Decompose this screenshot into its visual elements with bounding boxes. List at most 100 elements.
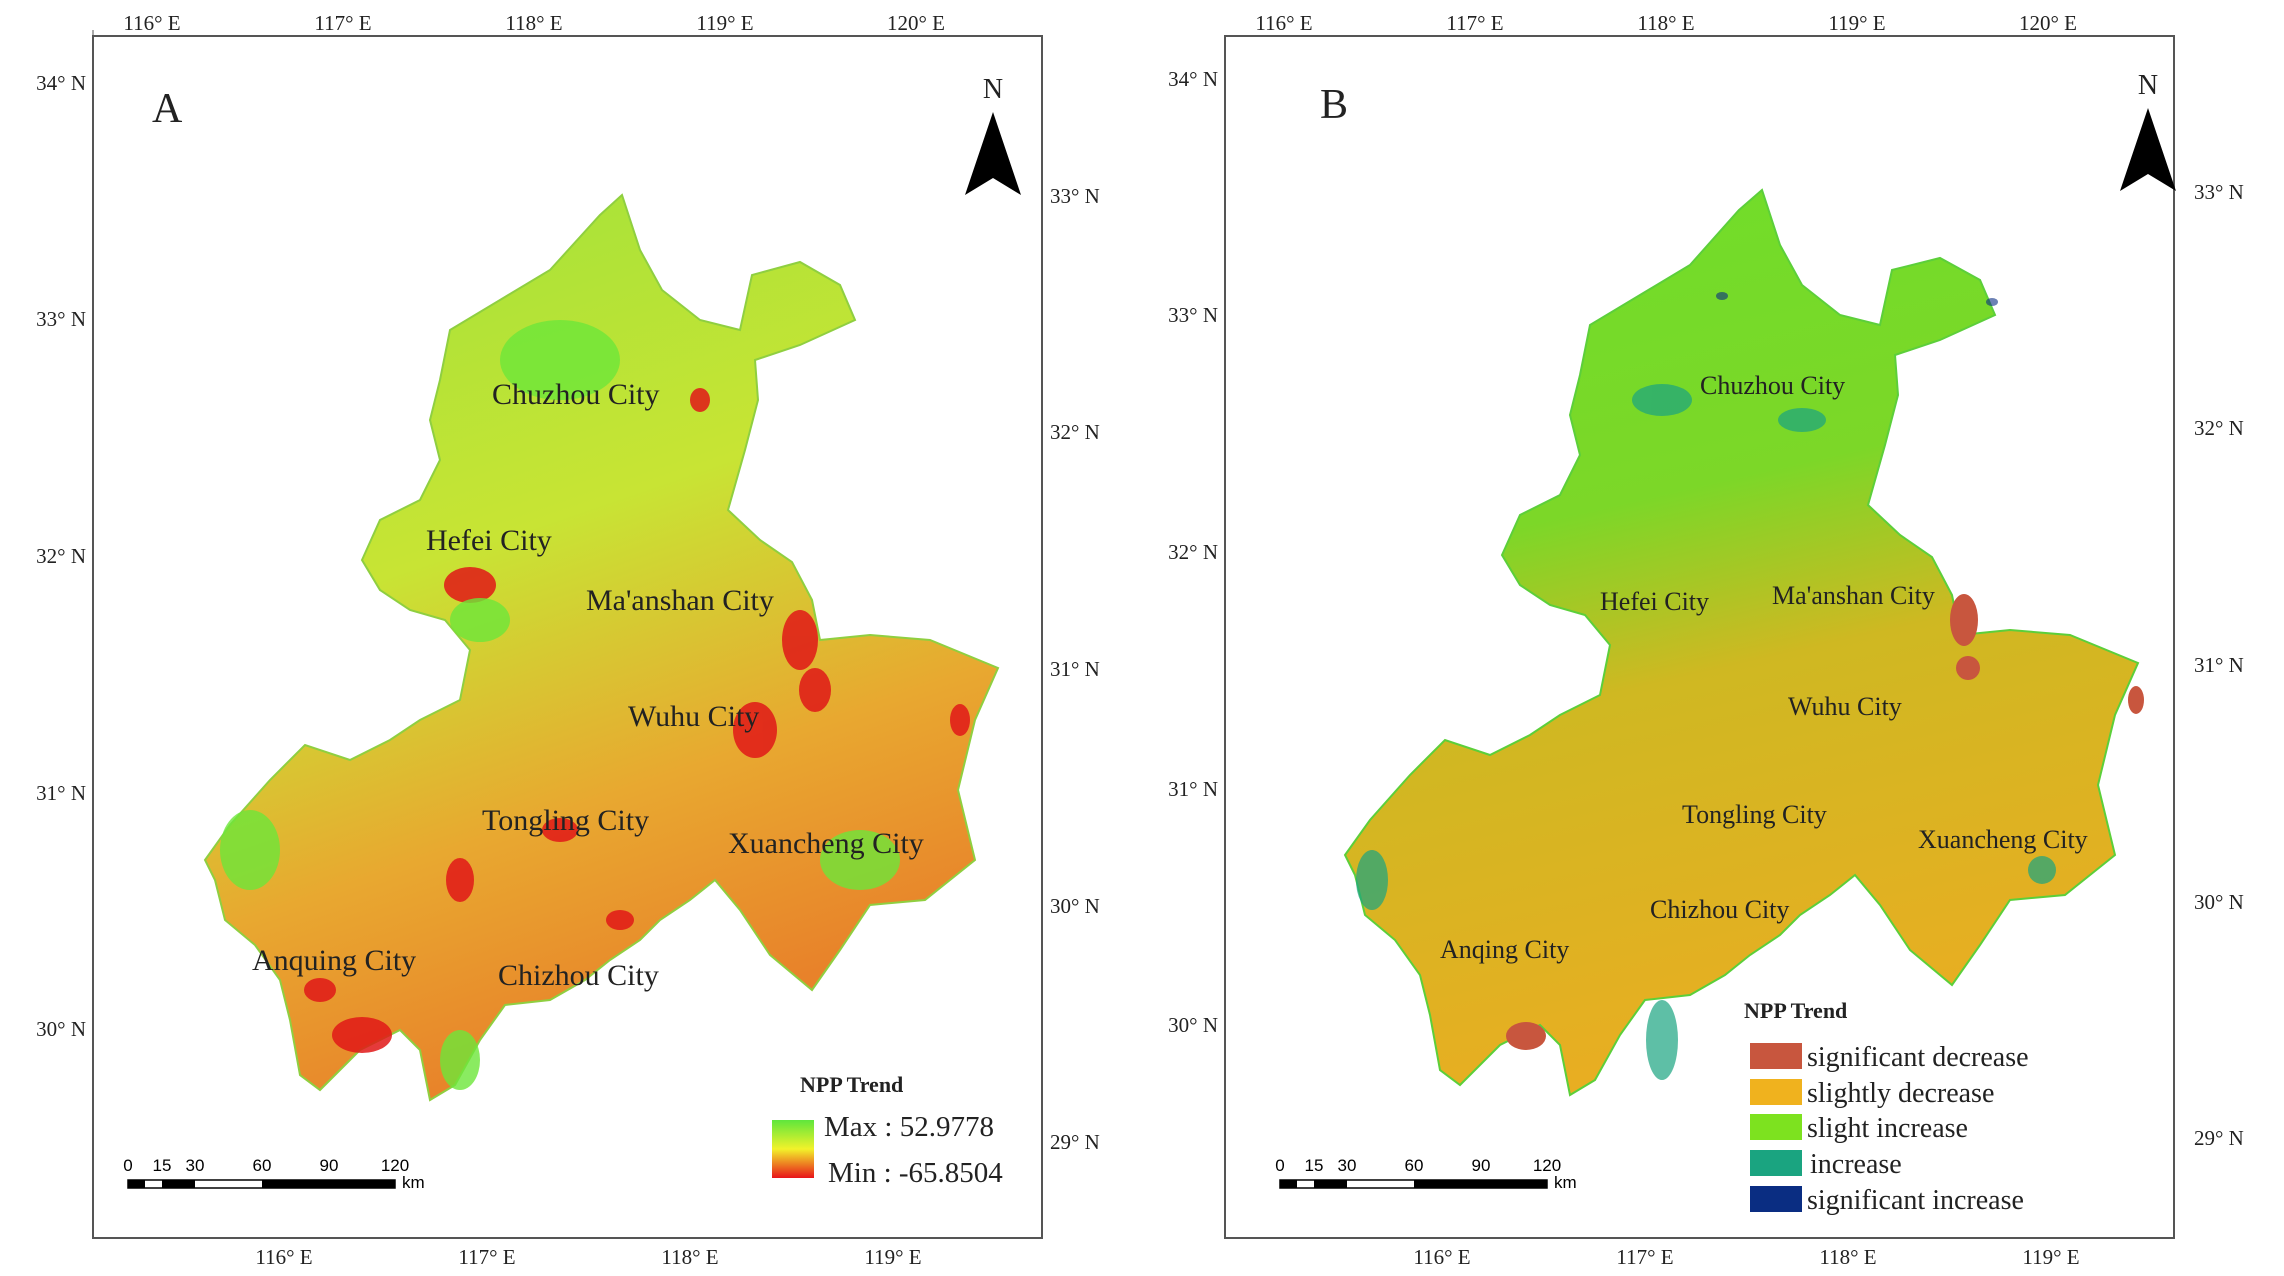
- increase-patches: [1356, 384, 2056, 1080]
- scale-bar: 0 15 30 60 90 120 km: [1275, 1156, 1576, 1192]
- city-label: Xuancheng City: [1918, 825, 2088, 854]
- top-tick: 118° E: [505, 11, 562, 35]
- top-tick: 119° E: [1828, 11, 1885, 35]
- bottom-tick: 118° E: [661, 1245, 718, 1269]
- left-tick: 31° N: [36, 781, 86, 805]
- scale-bar: 0 15 30 60 90 120 km: [123, 1156, 424, 1192]
- legend-item: increase: [1750, 1149, 1902, 1180]
- city-label: Xuancheng City: [728, 827, 924, 860]
- legend-swatch: [1750, 1079, 1802, 1105]
- right-tick: 30° N: [1050, 894, 1100, 918]
- city-label: Wuhu City: [628, 700, 759, 733]
- scale-tick: 90: [1472, 1156, 1491, 1175]
- right-tick: 29° N: [2194, 1126, 2244, 1150]
- legend-item: slightly decrease: [1750, 1078, 1994, 1109]
- bottom-tick: 118° E: [1819, 1245, 1876, 1269]
- scale-tick: 30: [1338, 1156, 1357, 1175]
- top-tick: 117° E: [1446, 11, 1503, 35]
- city-label: Ma'anshan City: [586, 584, 774, 617]
- significant-increase-patches: [1716, 292, 1998, 306]
- city-label: Ma'anshan City: [1772, 581, 1935, 610]
- legend: NPP Trend Max : 52.9778 Min : -65.8504: [772, 1072, 1003, 1189]
- map-frame: [92, 35, 1043, 1239]
- bottom-tick: 117° E: [1616, 1245, 1673, 1269]
- top-tick: 117° E: [314, 11, 371, 35]
- north-label: N: [2138, 70, 2158, 101]
- city-label: Tongling City: [482, 804, 649, 837]
- right-tick: 29° N: [1050, 1130, 1100, 1154]
- map-panel-a: 116° E 117° E 118° E 119° E 120° E 116° …: [36, 11, 1100, 1269]
- bottom-axis: 116° E 117° E 118° E 119° E: [255, 1245, 921, 1269]
- map-frame: [1224, 35, 2175, 1239]
- city-label: Chizhou City: [1650, 895, 1789, 924]
- scale-tick: 60: [1405, 1156, 1424, 1175]
- legend-swatch: [1750, 1043, 1802, 1069]
- legend: NPP Trend significant decrease slightly …: [1744, 998, 2029, 1216]
- legend-swatch: [1750, 1186, 1802, 1212]
- left-tick: 30° N: [36, 1017, 86, 1041]
- legend-label: significant increase: [1807, 1185, 2024, 1216]
- legend-item: slight increase: [1750, 1113, 1968, 1144]
- study-region: [1343, 188, 2140, 1097]
- left-tick: 32° N: [1168, 540, 1218, 564]
- bottom-tick: 116° E: [255, 1245, 312, 1269]
- scale-unit: km: [402, 1173, 425, 1192]
- north-arrow-icon: N: [965, 74, 1021, 195]
- left-tick: 32° N: [36, 544, 86, 568]
- panel-letter: A: [152, 86, 183, 132]
- right-tick: 33° N: [2194, 180, 2244, 204]
- right-tick: 31° N: [1050, 657, 1100, 681]
- left-tick: 34° N: [1168, 67, 1218, 91]
- left-tick: 30° N: [1168, 1013, 1218, 1037]
- panel-letter: B: [1320, 82, 1348, 128]
- city-label: Hefei City: [426, 524, 552, 557]
- legend-item: significant decrease: [1750, 1042, 2029, 1073]
- top-axis: 116° E 117° E 118° E 119° E 120° E: [1255, 11, 2077, 35]
- right-axis: 33° N 32° N 31° N 30° N 29° N: [2194, 180, 2244, 1150]
- left-axis: 34° N 33° N 32° N 31° N 30° N: [1168, 67, 1218, 1037]
- left-axis: 34° N 33° N 32° N 31° N 30° N: [36, 71, 86, 1041]
- legend-swatch: [1750, 1150, 1802, 1176]
- legend-title: NPP Trend: [800, 1072, 903, 1097]
- left-tick: 33° N: [1168, 303, 1218, 327]
- scale-tick: 0: [1275, 1156, 1284, 1175]
- city-label: Hefei City: [1600, 587, 1709, 616]
- map-a-svg: 116° E 117° E 118° E 119° E 120° E 116° …: [36, 11, 1100, 1269]
- top-tick: 116° E: [1255, 11, 1312, 35]
- legend-label: significant decrease: [1807, 1042, 2029, 1073]
- city-label: Chuzhou City: [1700, 371, 1845, 400]
- legend-label: increase: [1810, 1149, 1902, 1180]
- top-tick: 119° E: [696, 11, 753, 35]
- right-tick: 31° N: [2194, 653, 2244, 677]
- scale-tick: 0: [123, 1156, 132, 1175]
- map-panel-b: 116° E 117° E 118° E 119° E 120° E 116° …: [1142, 0, 2284, 1276]
- legend-label: slightly decrease: [1807, 1078, 1994, 1109]
- significant-decrease-patches: [1506, 594, 2144, 1050]
- city-label: Anquing City: [252, 944, 416, 977]
- top-tick: 120° E: [2019, 11, 2077, 35]
- legend-label: slight increase: [1807, 1113, 1968, 1144]
- bottom-tick: 119° E: [864, 1245, 921, 1269]
- top-tick: 118° E: [1637, 11, 1694, 35]
- legend-color-ramp: [772, 1120, 814, 1178]
- study-region: [203, 193, 1000, 1102]
- top-tick: 116° E: [123, 11, 180, 35]
- decrease-patches: [304, 388, 970, 1053]
- city-labels: Chuzhou City Hefei City Ma'anshan City W…: [252, 378, 924, 992]
- legend-swatch: [1750, 1114, 1802, 1140]
- legend-max: Max : 52.9778: [824, 1111, 994, 1143]
- right-tick: 33° N: [1050, 184, 1100, 208]
- scale-tick: 15: [1305, 1156, 1324, 1175]
- city-label: Wuhu City: [1788, 692, 1902, 721]
- right-axis: 33° N 32° N 31° N 30° N 29° N: [1050, 184, 1100, 1154]
- legend-min: Min : -65.8504: [828, 1157, 1003, 1189]
- legend-item: significant increase: [1750, 1185, 2024, 1216]
- scale-tick: 90: [320, 1156, 339, 1175]
- right-tick: 32° N: [1050, 420, 1100, 444]
- top-tick: 120° E: [887, 11, 945, 35]
- scale-tick: 60: [253, 1156, 272, 1175]
- bottom-tick: 116° E: [1413, 1245, 1470, 1269]
- bottom-tick: 119° E: [2022, 1245, 2079, 1269]
- left-tick: 33° N: [36, 307, 86, 331]
- city-labels: Chuzhou City Hefei City Ma'anshan City W…: [1440, 371, 2088, 964]
